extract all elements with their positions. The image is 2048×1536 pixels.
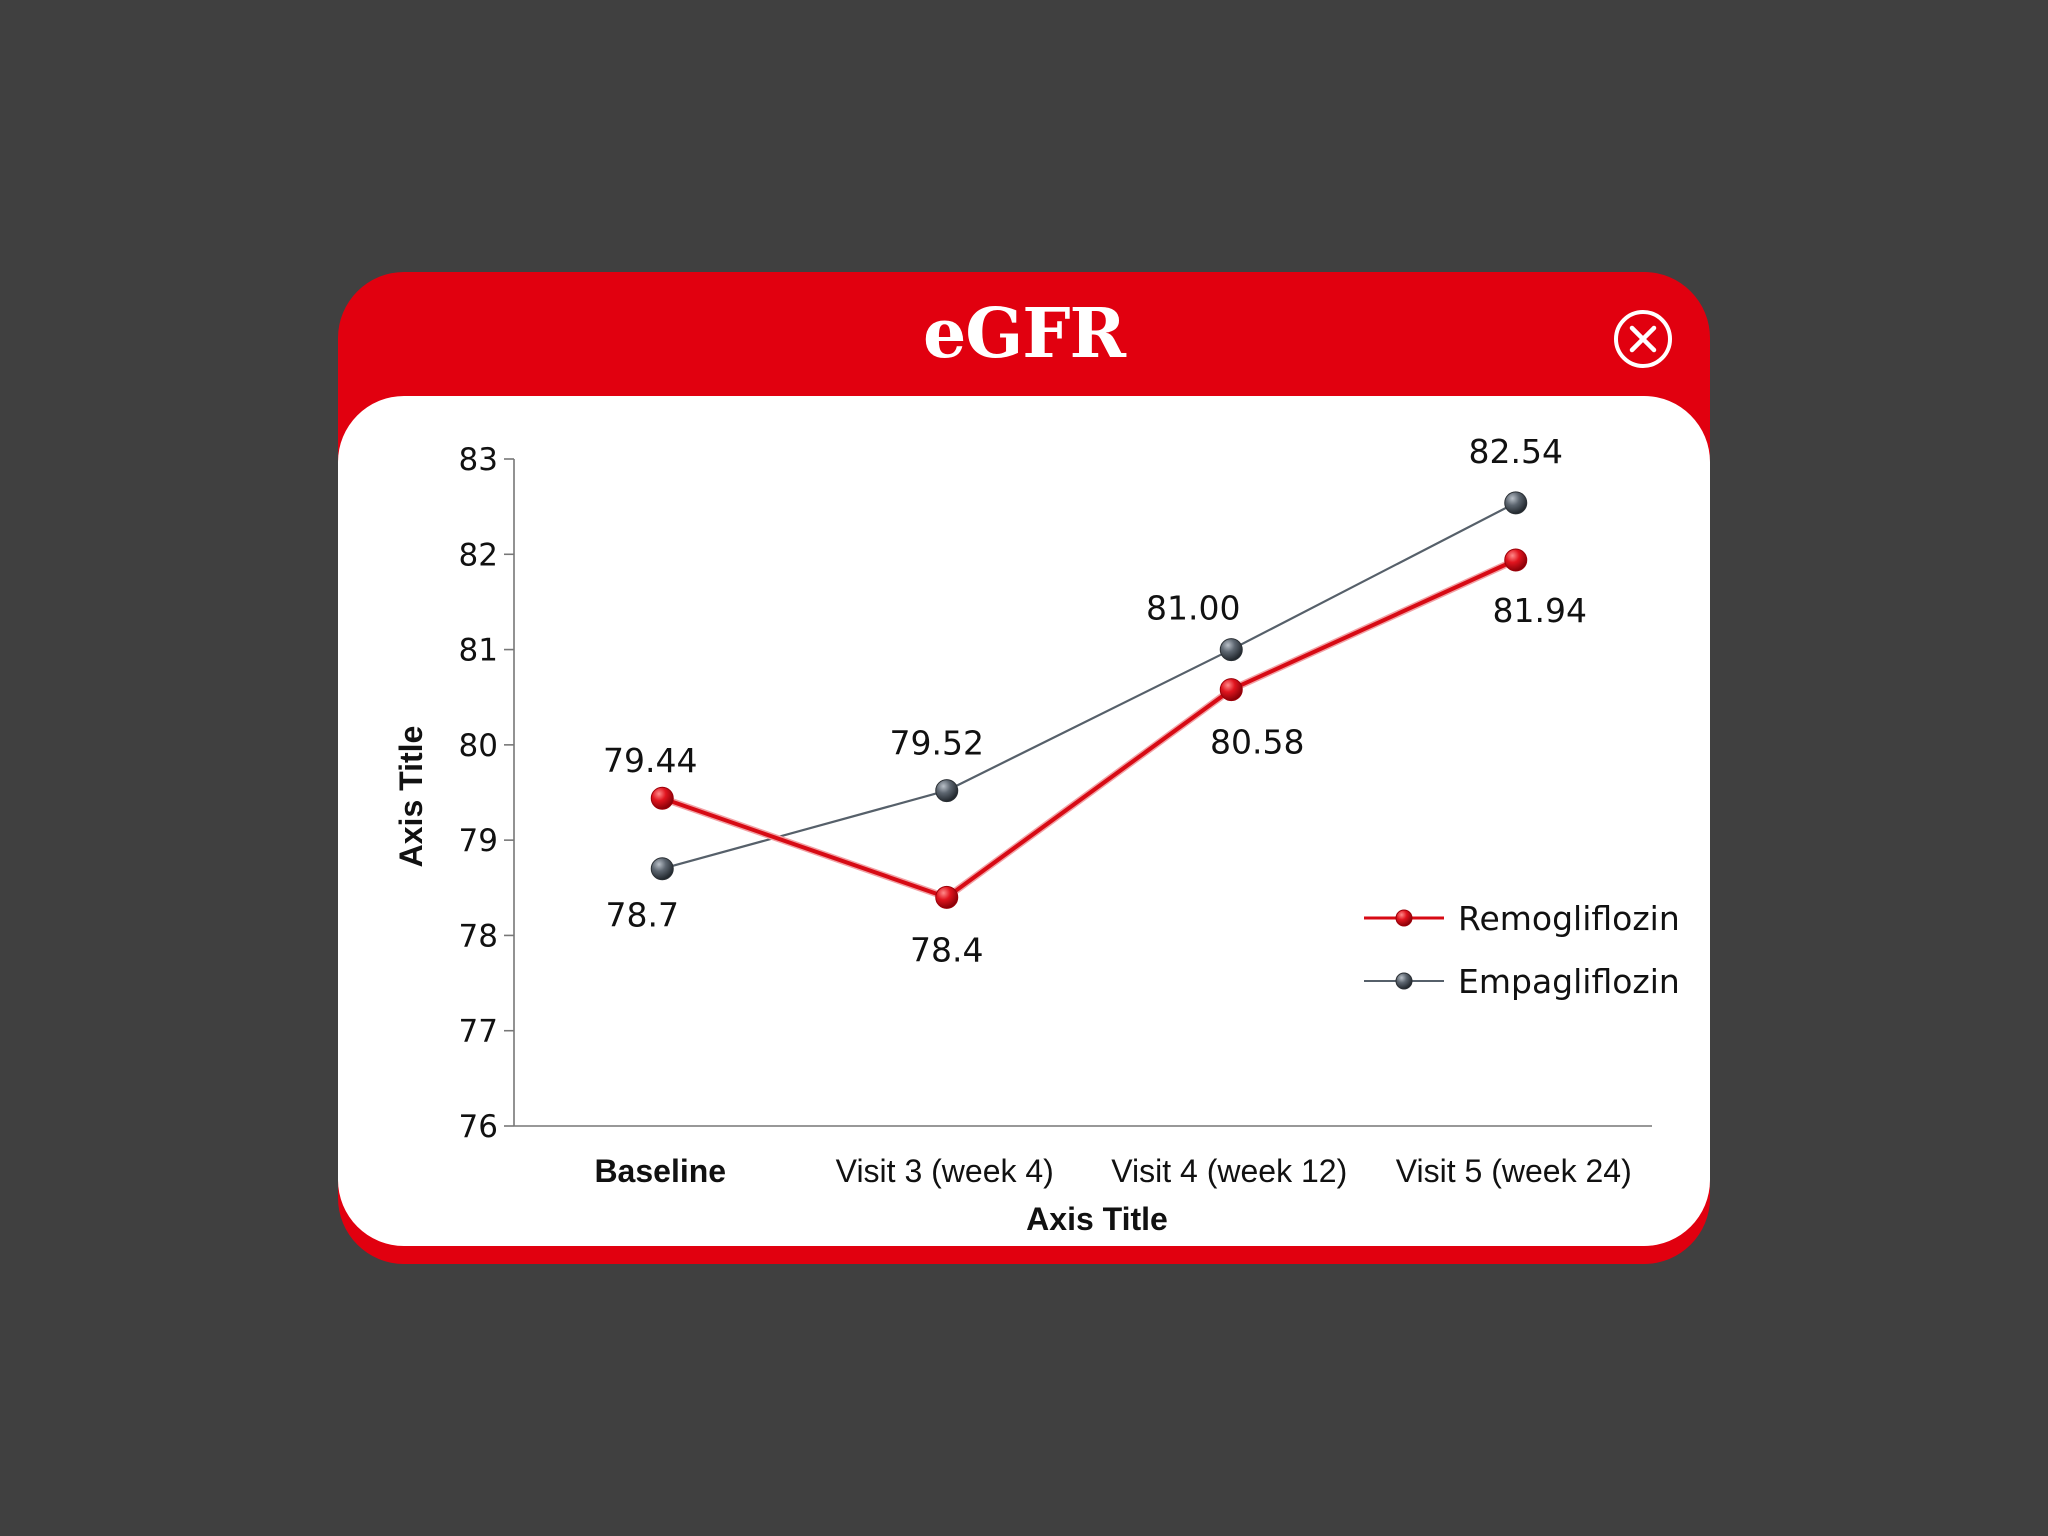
data-label: 78.7 bbox=[606, 896, 679, 935]
legend-label: Remogliflozin bbox=[1458, 899, 1680, 938]
y-tick-label: 78 bbox=[459, 918, 498, 954]
chart-axes: 76 77 78 79 80 81 82 83 Baseline Visit 3 (week 4)… bbox=[393, 442, 1652, 1237]
data-point-empagliflozin bbox=[935, 779, 959, 803]
legend-item-remogliflozin: Remogliflozin bbox=[1364, 899, 1680, 938]
data-label: 81.94 bbox=[1493, 591, 1587, 630]
legend-label: Empagliflozin bbox=[1458, 962, 1680, 1001]
data-label: 81.00 bbox=[1146, 589, 1240, 628]
data-point-remogliflozin bbox=[650, 786, 674, 810]
modal-title: eGFR bbox=[922, 294, 1126, 374]
data-label: 82.54 bbox=[1469, 432, 1563, 471]
line-chart: 76 77 78 79 80 81 82 83 Baseline Visit 3 (week 4)… bbox=[393, 432, 1680, 1237]
series-line-remogliflozin bbox=[661, 558, 1517, 900]
close-icon[interactable] bbox=[1612, 308, 1674, 370]
data-point-empagliflozin bbox=[1504, 491, 1528, 515]
x-axis-title: Axis Title bbox=[1026, 1201, 1168, 1237]
x-category-label: Visit 5 (week 24) bbox=[1396, 1153, 1632, 1189]
data-point-remogliflozin bbox=[935, 885, 959, 909]
chart-labels: 79.44 78.4 80.58 81.94 78.7 79.52 81.00 82.54 bbox=[603, 432, 1587, 969]
data-point-remogliflozin bbox=[1219, 678, 1243, 702]
series-line-glow bbox=[661, 556, 1518, 901]
y-tick-label: 79 bbox=[459, 823, 498, 859]
data-point-empagliflozin bbox=[1219, 638, 1243, 662]
legend-marker bbox=[1395, 972, 1413, 990]
data-label: 78.4 bbox=[910, 930, 983, 969]
chart-series bbox=[650, 491, 1528, 909]
data-point-remogliflozin bbox=[1504, 548, 1528, 572]
y-tick-label: 80 bbox=[459, 728, 498, 764]
y-tick-label: 83 bbox=[459, 442, 498, 478]
y-tick-label: 77 bbox=[459, 1014, 498, 1050]
y-axis-title: Axis Title bbox=[393, 726, 429, 868]
x-category-label: Visit 4 (week 12) bbox=[1111, 1153, 1347, 1189]
modal-header: eGFR bbox=[338, 272, 1710, 396]
series-line-empagliflozin bbox=[661, 501, 1517, 870]
y-tick-label: 76 bbox=[459, 1109, 498, 1145]
data-label: 79.52 bbox=[890, 724, 984, 763]
data-label: 79.44 bbox=[603, 741, 697, 780]
legend-item-empagliflozin: Empagliflozin bbox=[1364, 962, 1680, 1001]
modal-body: 76 77 78 79 80 81 82 83 Baseline Visit 3 (week 4)… bbox=[338, 396, 1710, 1246]
x-category-label: Baseline bbox=[594, 1153, 726, 1189]
data-point-empagliflozin bbox=[650, 857, 674, 881]
chart-legend: Remogliflozin Empagliflozin bbox=[1364, 899, 1680, 1001]
legend-marker bbox=[1395, 909, 1413, 927]
y-tick-label: 81 bbox=[459, 633, 498, 669]
x-category-label: Visit 3 (week 4) bbox=[836, 1153, 1054, 1189]
egfr-modal: eGFR 76 77 78 79 80 81 82 83 Baseline Visit 3 bbox=[338, 272, 1710, 1264]
y-tick-label: 82 bbox=[459, 537, 498, 573]
data-label: 80.58 bbox=[1210, 723, 1304, 762]
